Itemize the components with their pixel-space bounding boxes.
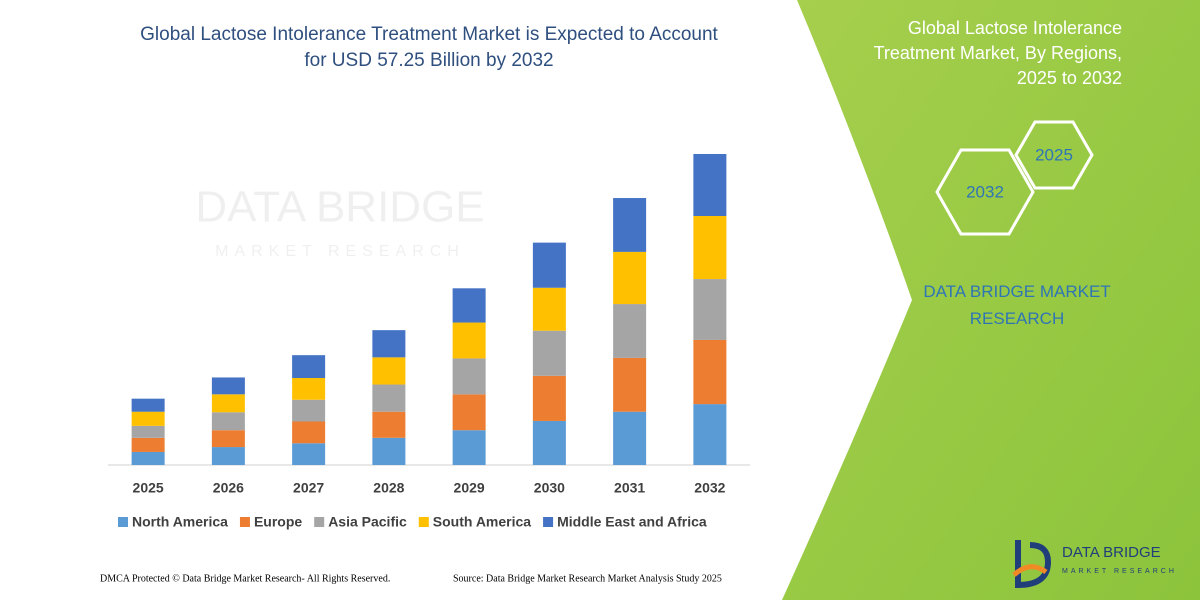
bar-segment bbox=[131, 398, 165, 412]
bar-segment bbox=[693, 279, 727, 340]
hexagon-label: 2025 bbox=[1035, 145, 1073, 164]
bar-segment bbox=[613, 304, 647, 358]
watermark: DATA BRIDGE bbox=[195, 183, 484, 232]
bar-segment bbox=[693, 339, 727, 405]
bar-segment bbox=[693, 215, 727, 280]
bar-segment bbox=[613, 198, 647, 252]
bar-segment bbox=[613, 251, 647, 305]
hexagon bbox=[935, 148, 1035, 236]
x-tick-label: 2026 bbox=[213, 480, 244, 496]
bar-segment bbox=[292, 421, 326, 444]
bar-segment bbox=[131, 437, 165, 452]
x-tick-label: 2032 bbox=[694, 480, 725, 496]
hexagon-label: 2032 bbox=[966, 182, 1004, 201]
legend-label: Middle East and Africa bbox=[557, 514, 707, 530]
bar-segment bbox=[292, 355, 326, 379]
x-tick-label: 2025 bbox=[133, 480, 164, 496]
legend-label: Asia Pacific bbox=[328, 514, 407, 530]
legend-label: Europe bbox=[254, 514, 302, 530]
bar-segment bbox=[372, 411, 406, 438]
legend-swatch bbox=[418, 517, 429, 527]
bar-segment bbox=[211, 447, 245, 465]
legend-swatch bbox=[118, 517, 128, 527]
brand-text: DATA BRIDGE MARKET RESEARCH bbox=[923, 282, 1111, 328]
x-tick-label: 2028 bbox=[373, 480, 404, 496]
bar-segment bbox=[452, 322, 486, 359]
logo-tagline: MARKET RESEARCH bbox=[1062, 568, 1177, 575]
side-panel bbox=[782, 0, 1200, 600]
bar-segment bbox=[693, 154, 727, 216]
bar-segment bbox=[532, 242, 566, 288]
bar-segment bbox=[372, 357, 406, 385]
bar-segment bbox=[131, 425, 165, 438]
x-tick-label: 2029 bbox=[454, 480, 485, 496]
logo-text: DATA BRIDGE bbox=[1062, 544, 1161, 561]
hexagon bbox=[1014, 120, 1094, 190]
bar-segment bbox=[452, 358, 486, 395]
bar-segment bbox=[532, 287, 566, 331]
footer-note: DMCA Protected © Data Bridge Market Rese… bbox=[100, 573, 390, 584]
legend-label: North America bbox=[132, 514, 228, 530]
legend-swatch bbox=[543, 517, 554, 527]
bar-segment bbox=[532, 375, 566, 421]
bar-segment bbox=[613, 411, 647, 465]
bar-segment bbox=[452, 394, 486, 431]
bar-segment bbox=[131, 411, 165, 426]
bar-segment bbox=[372, 330, 406, 358]
bar-segment bbox=[532, 420, 566, 465]
chart-title: Global Lactose Intolerance Treatment Mar… bbox=[140, 24, 718, 71]
bar-segment bbox=[292, 443, 326, 465]
x-tick-label: 2031 bbox=[614, 480, 645, 496]
bar-segment bbox=[131, 451, 165, 465]
bar-segment bbox=[532, 330, 566, 376]
bar-segment bbox=[211, 412, 245, 431]
x-tick-label: 2027 bbox=[293, 480, 324, 496]
legend-swatch bbox=[314, 517, 325, 527]
bar-segment bbox=[693, 404, 727, 465]
bar-segment bbox=[372, 384, 406, 412]
bar-segment bbox=[452, 430, 486, 465]
bar-segment bbox=[211, 430, 245, 448]
logo bbox=[1012, 540, 1052, 589]
bar-segment bbox=[292, 378, 326, 400]
bar-segment bbox=[211, 394, 245, 413]
bar-segment bbox=[372, 437, 406, 465]
watermark: MARKET RESEARCH bbox=[215, 243, 465, 260]
bar-segment bbox=[613, 357, 647, 412]
legend-label: South America bbox=[433, 514, 531, 530]
legend-swatch bbox=[239, 517, 250, 527]
bar-segment bbox=[292, 399, 326, 422]
panel-title: Global Lactose Intolerance Treatment Mar… bbox=[873, 18, 1122, 88]
bar-segment bbox=[452, 288, 486, 323]
x-tick-label: 2030 bbox=[534, 480, 565, 496]
footer-note: Source: Data Bridge Market Research Mark… bbox=[453, 573, 722, 584]
bar-segment bbox=[211, 377, 245, 395]
